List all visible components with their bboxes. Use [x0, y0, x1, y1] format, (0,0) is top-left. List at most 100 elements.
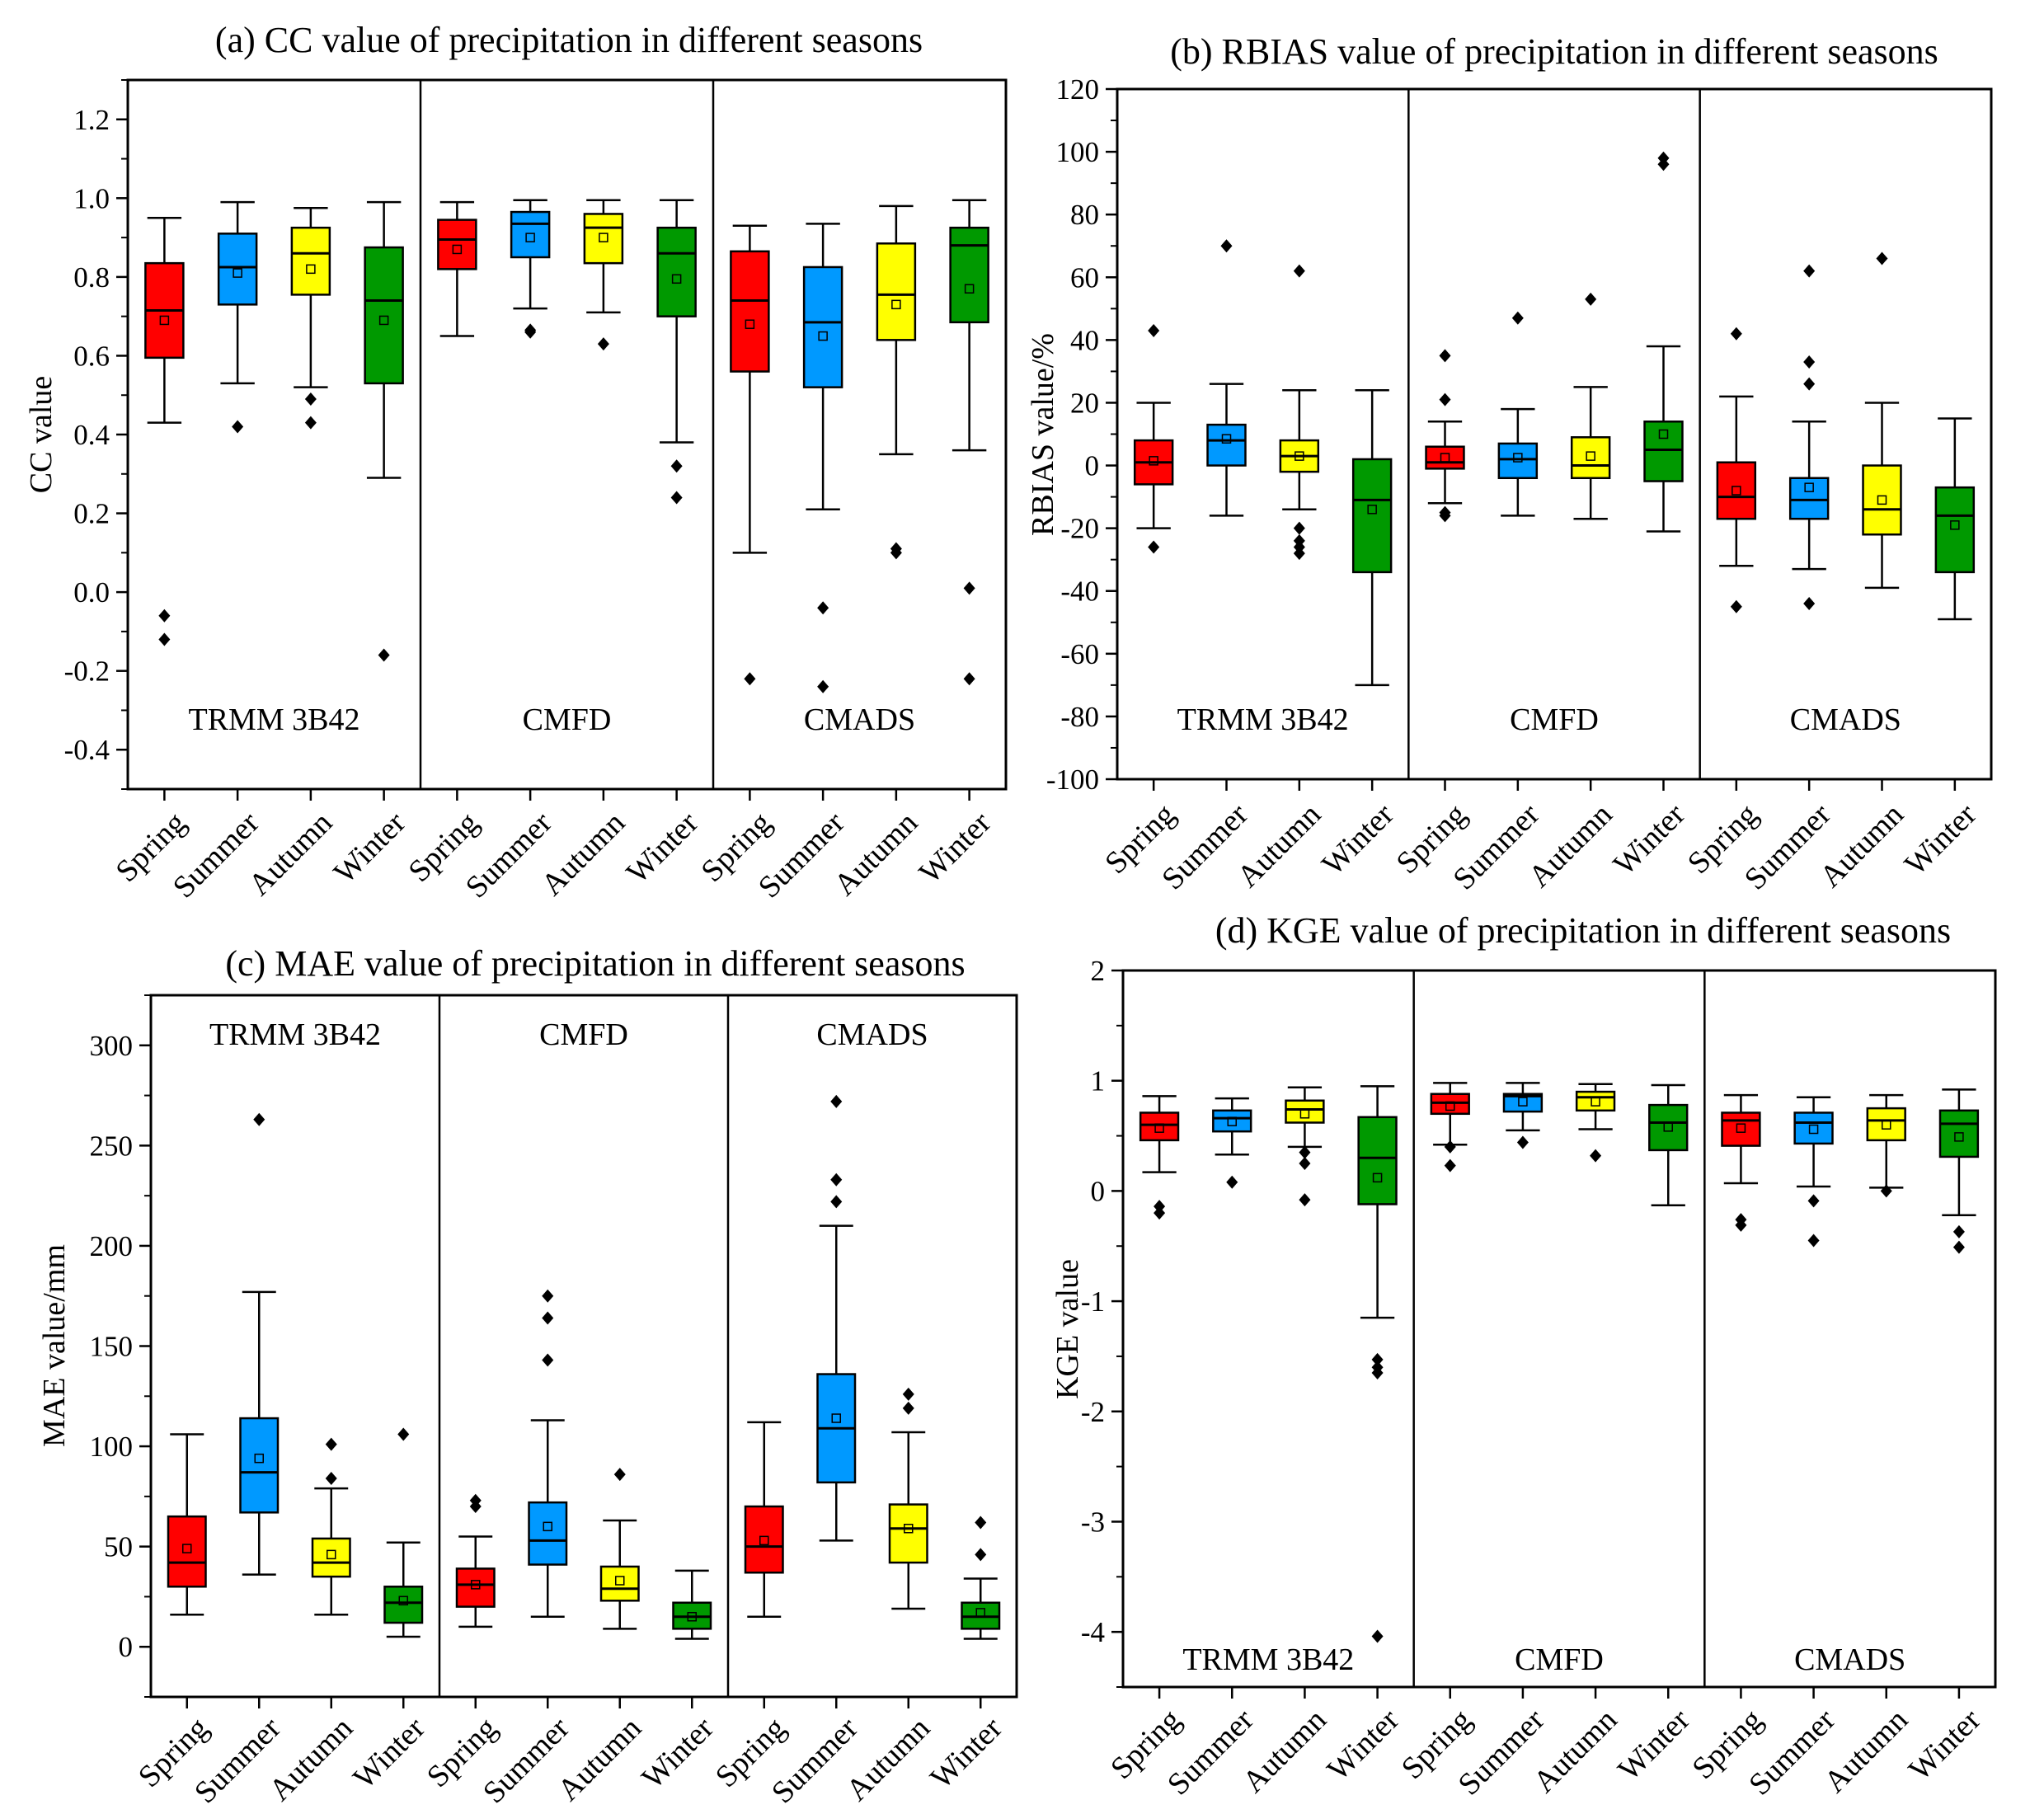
outlier-point [469, 1500, 482, 1514]
box-mean [159, 315, 170, 326]
box-cmfd-spring [1430, 1082, 1470, 1173]
box-mean [1367, 505, 1377, 515]
outlier-point [1803, 377, 1816, 391]
outlier-point [158, 632, 171, 646]
box-trmm-winter [364, 200, 404, 662]
dataset-group-trmm: TRMM 3B42 [1139, 1085, 1398, 1677]
y-tick-label: 50 [104, 1531, 133, 1563]
box-iqr [290, 226, 331, 296]
box-iqr [730, 250, 770, 373]
box-cmfd-autumn [583, 199, 624, 351]
outlier-point [1876, 251, 1888, 266]
x-category-label: Winter [1902, 1702, 1987, 1787]
box-cmads-winter [1938, 1088, 1980, 1254]
box-cmfd-autumn [1570, 292, 1611, 520]
box-iqr [1575, 1090, 1616, 1112]
outlier-point [817, 601, 829, 615]
box-iqr [888, 1503, 928, 1564]
outlier-point [304, 392, 317, 406]
box-cmads-autumn [1862, 251, 1902, 590]
outlier-point [902, 1401, 914, 1415]
box-iqr [167, 1515, 207, 1588]
box-iqr [876, 242, 917, 341]
outlier-point [1439, 392, 1451, 407]
box-cmfd-winter [1643, 151, 1684, 533]
box-mean [687, 1611, 697, 1622]
x-category-label: Winter [1898, 797, 1983, 881]
box-iqr [239, 1417, 280, 1514]
x-category-label: Winter [620, 805, 705, 890]
box-iqr [455, 1567, 496, 1608]
outlier-point [1439, 349, 1451, 363]
box-mean [1808, 1124, 1819, 1135]
box-cmfd-autumn [1575, 1083, 1616, 1163]
outlier-point [1148, 540, 1160, 554]
y-tick-label: -20 [1060, 513, 1099, 545]
y-tick-label: 100 [1056, 136, 1100, 168]
box-mean [1804, 482, 1814, 492]
dataset-group-cmfd: CMFD [437, 199, 697, 737]
box-cmfd-spring [437, 200, 477, 337]
box-mean [378, 315, 389, 326]
outlier-point [1803, 264, 1816, 278]
outlier-point [397, 1427, 410, 1441]
y-tick-label: 80 [1070, 199, 1099, 231]
box-iqr [1497, 442, 1539, 480]
box-iqr [1648, 1103, 1689, 1152]
x-category-label: Winter [1607, 797, 1692, 881]
outlier-point [1952, 1224, 1965, 1238]
box-cmfd-summer [528, 1289, 568, 1618]
outlier-point [1220, 239, 1233, 253]
chart-title: (c) MAE value of precipitation in differ… [225, 943, 965, 984]
dataset-group-cmads: CMADS [1716, 251, 1976, 737]
outlier-point [542, 1289, 554, 1303]
box-iqr [1502, 1093, 1544, 1113]
outlier-point [1730, 599, 1742, 613]
box-cmads-winter [949, 199, 989, 686]
panel-mae: (c) MAE value of precipitation in differ… [37, 943, 1018, 1810]
box-mean [1227, 1116, 1237, 1126]
box-cmads-autumn [1866, 1093, 1906, 1198]
outlier-point [232, 420, 244, 434]
x-category-label: Winter [635, 1710, 720, 1795]
dataset-label: CMFD [1515, 1642, 1604, 1677]
x-category-label: Autumn [1817, 1703, 1915, 1800]
box-cmfd-summer [510, 199, 551, 339]
y-tick-label: 0.6 [73, 340, 110, 372]
y-tick-label: -2 [1081, 1396, 1105, 1428]
y-tick-label: 20 [1070, 387, 1099, 419]
box-mean [1882, 1120, 1891, 1130]
box-cmads-spring [730, 224, 770, 686]
box-iqr [1212, 1109, 1252, 1133]
outlier-point [1585, 292, 1597, 306]
box-trmm-autumn [290, 207, 331, 430]
outlier-point [963, 581, 975, 595]
outlier-point [1293, 521, 1305, 535]
outlier-point [1516, 1135, 1529, 1149]
box-mean [1591, 1097, 1600, 1107]
outlier-point [1299, 1145, 1311, 1159]
dataset-group-trmm: TRMM 3B42 [1133, 239, 1393, 737]
box-iqr [744, 1505, 784, 1574]
x-category-label: Autumn [1230, 797, 1327, 895]
dataset-label: CMFD [1510, 703, 1599, 737]
box-trmm-summer [239, 1112, 280, 1576]
box-mean [1513, 453, 1523, 463]
box-iqr [656, 226, 697, 317]
outlier-point [1444, 1158, 1456, 1173]
box-iqr [437, 219, 477, 270]
box-iqr [802, 266, 843, 388]
x-category-label: Winter [327, 805, 412, 890]
outlier-point [597, 337, 609, 351]
box-iqr [949, 226, 989, 324]
box-cmfd-winter [672, 1569, 712, 1640]
box-mean [759, 1535, 769, 1546]
dataset-label: TRMM 3B42 [209, 1017, 381, 1052]
box-cmfd-spring [1425, 349, 1465, 523]
panel-rbias: (b) RBIAS value of precipitation in diff… [1026, 31, 1993, 896]
outlier-point [817, 679, 829, 693]
box-trmm-spring [167, 1433, 207, 1616]
y-tick-label: 1.2 [73, 104, 110, 136]
outlier-point [830, 1195, 843, 1209]
